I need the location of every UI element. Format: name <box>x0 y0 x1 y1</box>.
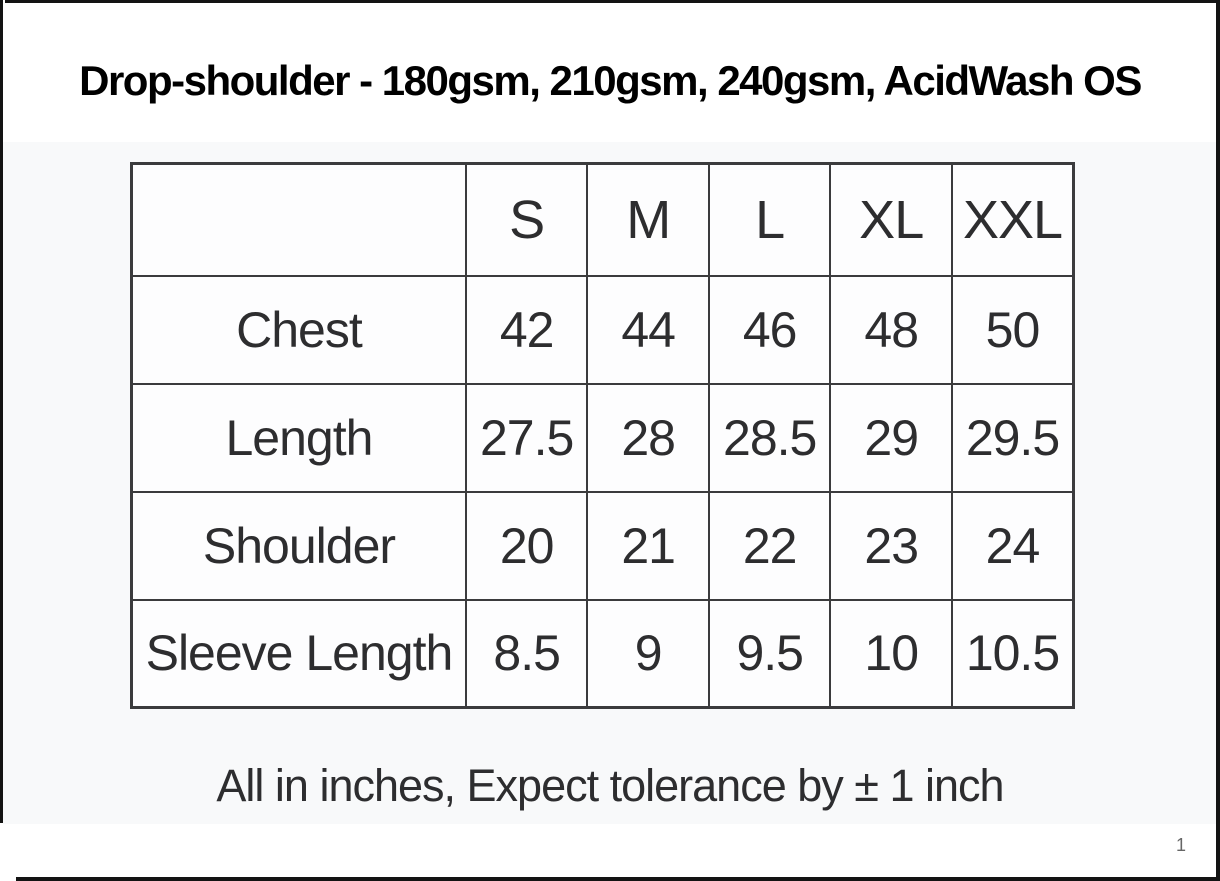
size-chart-table: S M L XL XXL Chest 42 44 46 48 50 Length… <box>130 162 1075 709</box>
size-value: 8.5 <box>464 598 589 709</box>
size-value: 42 <box>464 274 589 385</box>
header-empty-cell <box>130 162 467 277</box>
table-row-length: Length 27.5 28 28.5 29 29.5 <box>130 382 1075 493</box>
size-value: 44 <box>586 274 710 385</box>
size-header-xxl: XXL <box>950 162 1075 277</box>
row-label: Shoulder <box>130 490 467 601</box>
size-value: 27.5 <box>464 382 589 493</box>
page-frame-right-border <box>1216 0 1220 881</box>
page-frame-bottom-border <box>16 877 1220 881</box>
table-row-chest: Chest 42 44 46 48 50 <box>130 274 1075 385</box>
size-value: 9.5 <box>707 598 832 709</box>
size-value: 21 <box>586 490 710 601</box>
size-value: 10 <box>829 598 953 709</box>
size-header-m: M <box>586 162 710 277</box>
size-value: 28 <box>586 382 710 493</box>
page-number: 1 <box>1176 835 1187 855</box>
size-value: 9 <box>586 598 710 709</box>
table-header-row: S M L XL XXL <box>130 162 1075 277</box>
row-label: Sleeve Length <box>130 598 467 709</box>
size-header-s: S <box>464 162 589 277</box>
size-value: 29.5 <box>950 382 1075 493</box>
size-value: 10.5 <box>950 598 1075 709</box>
row-label: Length <box>130 382 467 493</box>
size-value: 22 <box>707 490 832 601</box>
page-frame-left-border <box>0 0 3 823</box>
tolerance-note: All in inches, Expect tolerance by ± 1 i… <box>216 760 1004 811</box>
table-row-shoulder: Shoulder 20 21 22 23 24 <box>130 490 1075 601</box>
size-value: 48 <box>829 274 953 385</box>
size-header-xl: XL <box>829 162 953 277</box>
size-value: 28.5 <box>707 382 832 493</box>
size-value: 29 <box>829 382 953 493</box>
page-title: Drop-shoulder - 180gsm, 210gsm, 240gsm, … <box>79 57 1142 104</box>
size-header-l: L <box>707 162 832 277</box>
size-value: 50 <box>950 274 1075 385</box>
size-value: 20 <box>464 490 589 601</box>
size-value: 46 <box>707 274 832 385</box>
page-frame-top-border <box>5 0 1220 3</box>
table-row-sleeve-length: Sleeve Length 8.5 9 9.5 10 10.5 <box>130 598 1075 709</box>
size-value: 23 <box>829 490 953 601</box>
row-label: Chest <box>130 274 467 385</box>
size-value: 24 <box>950 490 1075 601</box>
